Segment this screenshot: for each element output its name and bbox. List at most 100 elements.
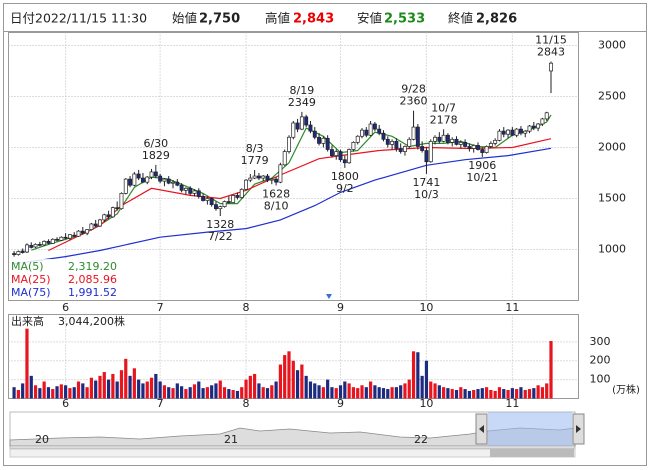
volume-bar	[463, 389, 467, 399]
volume-bar	[484, 387, 489, 399]
volume-bar	[472, 390, 476, 399]
annotation-value: 1328	[206, 218, 234, 231]
volume-bar	[515, 389, 519, 399]
candle-body	[145, 176, 150, 183]
candle-body	[454, 138, 459, 145]
candle-body	[282, 151, 287, 166]
candle-body	[506, 129, 511, 135]
volume-bar	[377, 387, 381, 399]
candle-body	[299, 116, 304, 130]
candle-body	[252, 175, 257, 179]
candle-body	[98, 219, 102, 227]
candle-body	[235, 195, 240, 198]
x-tick-label: 8	[243, 301, 250, 314]
volume-bar	[549, 341, 553, 399]
volume-bar	[25, 328, 29, 399]
candle-body	[501, 130, 506, 135]
volume-bar	[98, 375, 102, 399]
volume-bar	[459, 387, 463, 399]
x-tick-label: 11	[505, 301, 519, 314]
volume-bar	[201, 388, 205, 399]
annotation-value: 1829	[142, 149, 170, 162]
candle-body	[407, 138, 412, 147]
open-label: 始値	[172, 11, 197, 26]
volume-bar	[416, 352, 420, 399]
volume-bar	[411, 351, 416, 399]
candle-body	[46, 240, 51, 244]
volume-bar	[326, 379, 330, 399]
volume-bar	[450, 389, 454, 399]
low-label: 安値	[357, 11, 382, 26]
legend-name: MA(5)	[11, 260, 44, 273]
volume-bar	[424, 360, 429, 399]
volume-bar	[175, 383, 179, 399]
open: 2,750	[199, 12, 240, 27]
candle-body	[308, 124, 313, 132]
volume-bar	[304, 375, 308, 399]
scrollbar[interactable]	[9, 448, 576, 458]
volume-bar	[300, 364, 304, 399]
candle-body	[63, 236, 68, 239]
candle-body	[162, 178, 167, 182]
volume-bar	[510, 388, 514, 399]
candle-body	[80, 230, 85, 234]
candle-body	[20, 250, 25, 253]
candle-body	[480, 149, 485, 153]
candle-body	[471, 145, 476, 149]
volume-bar	[12, 387, 16, 399]
volume-total: 3,044,200株	[58, 314, 125, 328]
volume-bar	[85, 387, 89, 399]
volume-bar	[540, 387, 545, 399]
volume-bar	[59, 384, 63, 399]
candle-body	[42, 240, 47, 246]
volume-bar	[467, 390, 471, 399]
candle-body	[351, 142, 356, 150]
annotation-value: 1628	[262, 187, 290, 200]
volume-bar	[145, 381, 149, 399]
volume-bar	[360, 385, 364, 399]
volume-bar	[347, 383, 351, 399]
volume-bar	[261, 387, 265, 399]
annotation-date: 11/15	[535, 33, 567, 46]
candle-body	[540, 118, 545, 125]
date: 2022/11/15 11:30	[35, 11, 147, 26]
candle-body	[205, 198, 210, 201]
candle-body	[269, 178, 274, 181]
annotation-value: 2178	[430, 113, 458, 126]
candle-body	[248, 177, 253, 181]
candle-body	[93, 223, 98, 227]
volume-bar	[407, 379, 411, 399]
candle-body	[50, 238, 55, 244]
volume-bar	[102, 372, 106, 399]
volume-bar	[46, 387, 51, 399]
scrollbar-thumb[interactable]	[490, 449, 574, 457]
date-label: 日付	[10, 11, 35, 26]
candle-body	[214, 204, 218, 210]
volume-bar	[527, 389, 532, 399]
navigator-selection[interactable]	[488, 412, 572, 446]
candle-body	[25, 244, 29, 253]
candle-body	[261, 175, 266, 179]
volume-bar	[257, 383, 261, 399]
x-tick-label: 6	[62, 301, 69, 314]
y-tick-label: 1000	[598, 242, 626, 255]
volume-bar	[119, 370, 124, 399]
candle-body	[132, 173, 137, 186]
volume-bar	[489, 390, 493, 399]
candle-body	[463, 142, 468, 147]
volume-bar	[94, 380, 98, 399]
candle-body	[347, 149, 352, 164]
volume-bar	[493, 390, 497, 399]
annotation-date: 10/3	[414, 188, 439, 201]
volume-bar	[210, 385, 214, 399]
price-panel	[8, 32, 579, 301]
candle-body	[158, 175, 163, 182]
candle-body	[136, 173, 141, 179]
volume-bar	[287, 351, 291, 399]
annotation-date: 8/19	[290, 84, 315, 97]
marker	[326, 294, 332, 299]
candle-body	[183, 187, 188, 191]
candle-body	[476, 145, 480, 150]
candle-body	[394, 141, 399, 149]
volume-bar	[253, 373, 257, 399]
